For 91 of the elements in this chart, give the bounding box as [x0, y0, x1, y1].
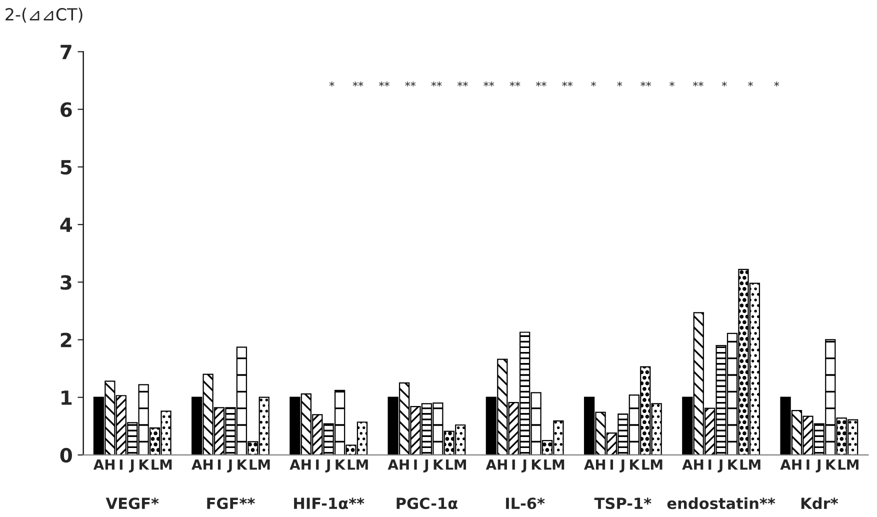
text: A	[93, 460, 104, 470]
text: J	[227, 460, 232, 472]
annotation: *	[617, 81, 622, 87]
x-tick-label: FGF**	[207, 498, 255, 510]
text: H	[302, 460, 311, 470]
x-tick-label: TSP-1*	[594, 498, 652, 510]
text: J	[718, 460, 722, 472]
y-tick-label: 5	[60, 160, 72, 175]
text: J	[620, 460, 624, 472]
annotation: **	[640, 81, 652, 87]
text: I	[708, 460, 712, 470]
series-label: L	[152, 460, 159, 470]
annotation: **	[431, 81, 442, 87]
y-tick-label: 7	[60, 44, 72, 60]
annotation: **	[484, 81, 494, 87]
annotation: **	[352, 81, 364, 87]
text: A	[290, 460, 300, 470]
annotation: *	[670, 81, 674, 87]
text: M	[749, 460, 760, 470]
series-label: K	[139, 460, 150, 470]
text: L	[446, 460, 454, 470]
annotation: *	[722, 81, 727, 87]
text: A	[388, 460, 398, 470]
x-tick-label: endostatin**	[667, 497, 776, 510]
y-tick-label: 4	[60, 218, 72, 232]
annotation: *	[748, 81, 753, 87]
y-tick-label: 6	[60, 102, 72, 117]
text: K	[826, 460, 836, 470]
text: I	[414, 460, 417, 470]
text: L	[544, 460, 552, 470]
text: K	[532, 460, 542, 470]
text: H	[694, 460, 704, 470]
series-label: M	[552, 460, 564, 470]
text: K	[434, 460, 444, 470]
y-tick-label: 2	[60, 332, 72, 348]
text: A	[486, 460, 496, 470]
annotation: **	[692, 81, 704, 87]
text: I	[512, 460, 515, 470]
x-tick-label: Kdr*	[801, 497, 838, 510]
text: L	[250, 460, 257, 470]
text: M	[650, 460, 662, 470]
series-label: H	[105, 460, 114, 470]
text: H	[596, 460, 606, 470]
y-tick-label: 3	[60, 275, 72, 290]
x-tick-label: VEGF*	[106, 498, 159, 510]
text: K	[238, 460, 248, 470]
annotation: **	[405, 81, 416, 87]
text: K	[630, 460, 640, 470]
annotation: **	[378, 81, 390, 87]
text: M	[258, 460, 270, 470]
text: K	[728, 460, 738, 470]
annotation: **	[536, 81, 546, 87]
series-label: A	[584, 460, 595, 470]
y-tick-label: 1	[62, 390, 72, 405]
text: I	[218, 460, 221, 470]
text: A	[192, 460, 202, 470]
text: L	[348, 460, 356, 470]
annotation: **	[457, 81, 468, 87]
text: M	[160, 460, 172, 470]
text: M	[847, 460, 858, 470]
text: M	[356, 460, 368, 470]
series-label: I	[120, 460, 122, 470]
text: K	[336, 460, 346, 470]
text: J	[816, 460, 820, 472]
annotation: *	[774, 81, 780, 87]
x-tick-label: HIF-1α**	[294, 498, 364, 510]
text: J	[325, 460, 330, 472]
annotation: *	[591, 81, 596, 87]
x-tick-label: PGC-1α	[396, 498, 458, 510]
text: I	[806, 460, 810, 470]
annotation: **	[510, 81, 520, 87]
text: M	[454, 460, 466, 470]
text: A	[780, 460, 791, 470]
annotation: *	[329, 81, 334, 87]
series-label: J	[129, 460, 134, 472]
annotation: **	[562, 81, 573, 87]
text: L	[838, 460, 846, 470]
text: J	[423, 460, 428, 472]
text: A	[682, 460, 693, 470]
text: H	[498, 460, 507, 470]
text: L	[740, 460, 748, 470]
x-tick-label: IL-6*	[506, 498, 545, 510]
text: L	[642, 460, 650, 470]
text: H	[204, 460, 213, 470]
text: I	[316, 460, 319, 470]
text: I	[610, 460, 614, 470]
text: J	[521, 460, 526, 472]
text: H	[792, 460, 802, 470]
y-tick-label: 0	[60, 448, 72, 463]
y-axis-title: 2-(⊿⊿CT)	[6, 8, 82, 23]
text: H	[400, 460, 409, 470]
